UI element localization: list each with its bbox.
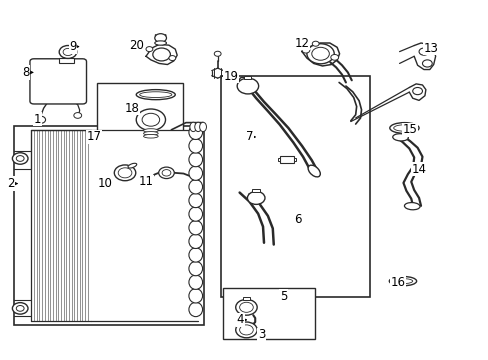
Circle shape — [311, 47, 329, 60]
Text: 9: 9 — [69, 40, 77, 53]
Ellipse shape — [143, 132, 158, 135]
Text: 11: 11 — [138, 175, 153, 188]
Text: 3: 3 — [257, 328, 264, 341]
Ellipse shape — [188, 248, 202, 262]
Ellipse shape — [388, 276, 416, 286]
Circle shape — [12, 303, 28, 314]
Bar — [91, 130, 198, 321]
Circle shape — [114, 165, 136, 181]
Circle shape — [422, 60, 431, 67]
Circle shape — [36, 116, 45, 123]
Bar — [222, 288, 315, 338]
Ellipse shape — [188, 125, 202, 139]
Ellipse shape — [188, 302, 202, 317]
Circle shape — [214, 51, 221, 56]
Circle shape — [136, 109, 165, 131]
Ellipse shape — [392, 134, 407, 141]
Ellipse shape — [392, 279, 412, 284]
Circle shape — [16, 156, 24, 161]
Bar — [97, 83, 182, 139]
Circle shape — [312, 41, 319, 46]
Ellipse shape — [140, 92, 171, 98]
Ellipse shape — [188, 275, 202, 289]
Text: 20: 20 — [128, 39, 143, 52]
Circle shape — [74, 113, 81, 118]
Bar — [59, 58, 74, 63]
Circle shape — [412, 87, 422, 95]
Text: 1: 1 — [34, 113, 41, 126]
Text: 17: 17 — [87, 130, 102, 144]
Circle shape — [16, 306, 24, 311]
Bar — [244, 76, 251, 79]
Text: 12: 12 — [294, 36, 309, 50]
Text: 7: 7 — [245, 130, 253, 144]
Circle shape — [12, 153, 28, 164]
Circle shape — [235, 322, 257, 338]
Ellipse shape — [188, 152, 202, 167]
Circle shape — [59, 45, 77, 58]
Circle shape — [158, 167, 174, 179]
Bar — [243, 297, 249, 300]
Ellipse shape — [189, 122, 196, 132]
FancyBboxPatch shape — [30, 59, 86, 104]
Circle shape — [418, 48, 428, 55]
Ellipse shape — [188, 166, 202, 180]
Text: 13: 13 — [423, 41, 437, 54]
Circle shape — [146, 46, 153, 51]
Text: 8: 8 — [22, 66, 30, 79]
Text: 4: 4 — [236, 313, 244, 327]
Circle shape — [142, 113, 159, 126]
Text: 19: 19 — [223, 69, 238, 82]
Ellipse shape — [307, 165, 320, 177]
Text: 6: 6 — [294, 213, 301, 226]
Circle shape — [63, 48, 73, 55]
Circle shape — [162, 170, 170, 176]
Ellipse shape — [188, 207, 202, 221]
Circle shape — [239, 302, 253, 312]
Ellipse shape — [393, 125, 414, 131]
Bar — [221, 76, 369, 297]
Bar — [280, 156, 293, 163]
Circle shape — [239, 325, 253, 335]
Ellipse shape — [136, 90, 175, 100]
Ellipse shape — [188, 139, 202, 153]
Bar — [103, 145, 198, 191]
Ellipse shape — [188, 289, 202, 303]
Ellipse shape — [239, 77, 251, 89]
Circle shape — [306, 44, 333, 64]
Bar — [252, 189, 260, 192]
Text: 14: 14 — [411, 163, 426, 176]
Circle shape — [235, 300, 257, 315]
Circle shape — [237, 78, 258, 94]
Ellipse shape — [155, 41, 166, 45]
Ellipse shape — [188, 221, 202, 235]
Circle shape — [118, 168, 132, 178]
Text: 10: 10 — [98, 177, 113, 190]
Circle shape — [330, 54, 338, 60]
Text: 16: 16 — [390, 276, 405, 289]
Ellipse shape — [188, 180, 202, 194]
Ellipse shape — [188, 193, 202, 208]
Ellipse shape — [143, 134, 158, 138]
Text: 15: 15 — [402, 123, 417, 136]
Bar — [277, 158, 280, 161]
Text: 2: 2 — [7, 177, 14, 190]
Ellipse shape — [404, 203, 419, 210]
Ellipse shape — [188, 261, 202, 276]
Circle shape — [155, 34, 166, 42]
Circle shape — [302, 47, 309, 53]
Text: 5: 5 — [279, 290, 286, 303]
Ellipse shape — [128, 163, 137, 168]
Bar — [293, 158, 296, 161]
Text: 18: 18 — [124, 102, 140, 115]
Bar — [14, 126, 203, 325]
Ellipse shape — [188, 234, 202, 248]
Circle shape — [247, 192, 264, 204]
Ellipse shape — [199, 122, 206, 132]
Circle shape — [168, 55, 175, 60]
Ellipse shape — [194, 122, 201, 132]
Ellipse shape — [389, 123, 418, 134]
Circle shape — [153, 48, 170, 61]
Ellipse shape — [143, 129, 158, 132]
